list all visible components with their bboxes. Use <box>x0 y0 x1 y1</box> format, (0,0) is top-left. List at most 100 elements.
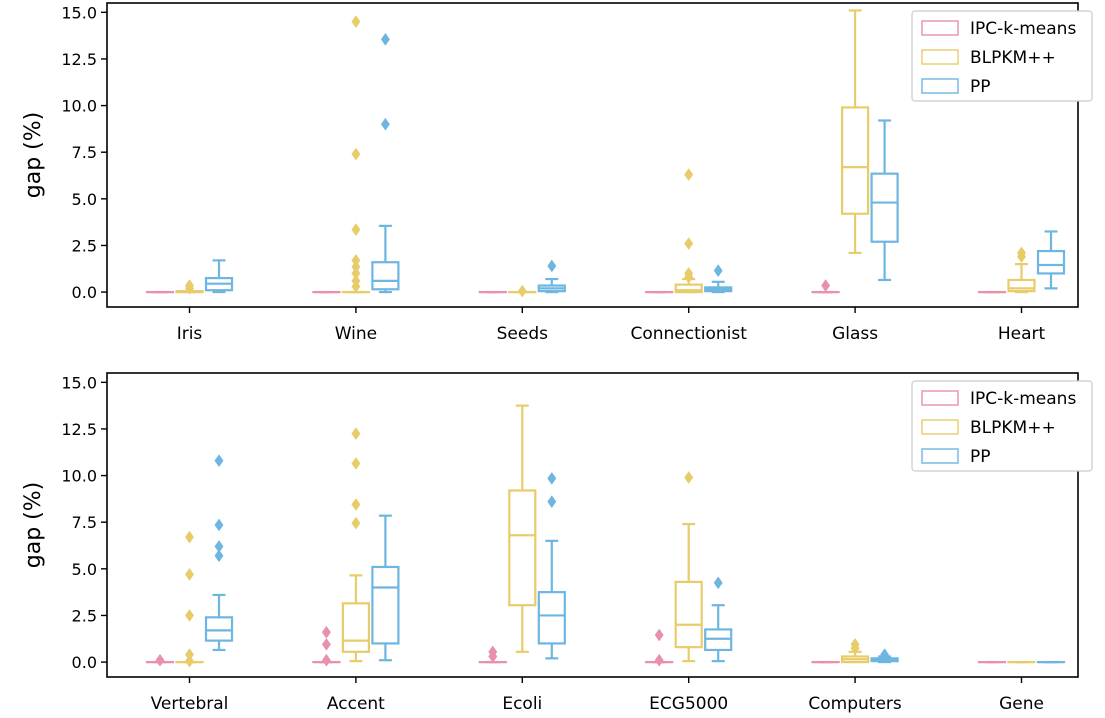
x-tick-label: Glass <box>832 324 878 344</box>
y-tick-label: 7.5 <box>72 513 97 532</box>
legend: IPC-k-means BLPKM++ PP <box>911 10 1093 102</box>
box-blpkm--seeds <box>508 284 537 298</box>
outlier-point <box>184 530 195 544</box>
outlier-point <box>351 274 361 288</box>
box-pp-iris <box>204 259 234 294</box>
x-tick-label: Connectionist <box>630 324 747 344</box>
box-ipc-k-means-accent <box>312 625 341 667</box>
outlier-point <box>488 645 498 659</box>
box-body <box>371 565 400 645</box>
x-tick-label: Ecoli <box>502 694 542 714</box>
legend-swatch-ipc-k-means <box>921 20 959 36</box>
y-tick-label: 2.5 <box>72 606 97 625</box>
y-tick-label: 0.0 <box>72 653 97 672</box>
outlier-point <box>547 259 557 273</box>
outlier-point <box>517 284 527 298</box>
box-ipc-k-means-ecg5000 <box>645 628 674 667</box>
x-tick-label: Vertebral <box>151 694 229 714</box>
box-body <box>1036 249 1066 275</box>
box-pp-seeds <box>537 259 566 294</box>
y-axis-label: gap (%) <box>21 482 46 568</box>
box-body <box>1007 278 1036 293</box>
box-blpkm--ecoli <box>508 404 537 653</box>
outlier-point <box>654 628 664 642</box>
outlier-point <box>184 279 195 292</box>
outlier-point <box>547 495 557 509</box>
x-tick-label: Seeds <box>497 324 549 344</box>
outlier-point <box>214 549 224 563</box>
box-pp-glass <box>870 119 899 282</box>
outlier-point <box>351 15 361 29</box>
x-tick-label: Iris <box>177 324 203 344</box>
box-body <box>341 602 370 653</box>
outlier-point <box>654 653 664 667</box>
outlier-point <box>850 637 860 651</box>
box-blpkm--vertebral <box>175 530 204 668</box>
box-blpkm--iris <box>175 279 204 295</box>
panel-2: 0.0 2.5 5.0 7.5 10.0 12.5 15.0 gap (%) Vertebral… <box>21 372 1093 714</box>
y-tick-label: 5.0 <box>72 190 97 209</box>
box-pp-accent <box>371 514 400 662</box>
box-blpkm--accent <box>341 427 370 663</box>
box-body <box>204 616 234 642</box>
y-tick-label: 10.0 <box>61 467 97 486</box>
box-pp-connectionist <box>704 264 733 294</box>
x-tick-label: Heart <box>998 324 1046 344</box>
outlier-point <box>1016 246 1027 260</box>
legend-label: IPC-k-means <box>970 389 1076 409</box>
box-pp-ecoli <box>537 471 566 660</box>
x-tick-label: Accent <box>327 694 385 714</box>
legend-swatch-pp <box>921 78 959 94</box>
outlier-point <box>351 253 361 267</box>
outlier-point <box>214 454 224 468</box>
outlier-point <box>184 654 195 668</box>
legend-label: PP <box>970 447 991 467</box>
y-tick-label: 12.5 <box>61 50 97 69</box>
legend-swatch-pp <box>921 448 959 464</box>
legend-swatch-blpkm- <box>921 49 959 65</box>
outlier-point <box>184 609 195 622</box>
panel-1: 0.0 2.5 5.0 7.5 10.0 12.5 15.0 gap (%) Iris Wine S… <box>21 2 1093 344</box>
plot-frame <box>106 2 1079 308</box>
outlier-point <box>880 648 890 662</box>
y-tick-label: 15.0 <box>61 3 97 22</box>
x-tick-label: Gene <box>999 694 1044 714</box>
box-blpkm--ecg5000 <box>674 471 703 663</box>
outlier-point <box>547 471 557 485</box>
outlier-point <box>321 653 331 667</box>
box-blpkm--computers <box>840 637 870 664</box>
outlier-point <box>821 279 831 292</box>
box-pp-wine <box>371 32 400 294</box>
legend-swatch-ipc-k-means <box>921 390 959 406</box>
outlier-point <box>380 117 390 131</box>
box-body <box>674 580 703 649</box>
outlier-point <box>684 471 694 484</box>
outlier-point <box>713 264 723 278</box>
outlier-point <box>155 653 165 667</box>
x-tick-label: Wine <box>335 324 377 344</box>
legend-label: IPC-k-means <box>970 19 1076 39</box>
x-tick-label: Computers <box>808 694 902 714</box>
outlier-point <box>184 648 195 662</box>
y-axis-label: gap (%) <box>21 112 46 198</box>
y-tick-label: 7.5 <box>72 143 97 162</box>
box-ipc-k-means-ecoli <box>478 645 507 664</box>
box-blpkm--connectionist <box>674 168 703 294</box>
box-blpkm--heart <box>1007 246 1036 294</box>
y-tick-label: 12.5 <box>61 420 97 439</box>
x-tick-label: ECG5000 <box>649 694 728 714</box>
outlier-point <box>684 266 694 280</box>
y-tick-label: 2.5 <box>72 236 97 255</box>
outlier-point <box>351 498 361 511</box>
box-body <box>870 172 899 243</box>
outlier-point <box>321 637 331 651</box>
box-body <box>508 489 537 607</box>
outlier-point <box>214 540 224 553</box>
outlier-point <box>351 427 361 441</box>
box-blpkm--glass <box>840 9 870 255</box>
box-pp-ecg5000 <box>704 576 733 663</box>
outlier-point <box>684 237 694 251</box>
box-pp-heart <box>1036 230 1066 290</box>
outlier-point <box>321 625 331 639</box>
